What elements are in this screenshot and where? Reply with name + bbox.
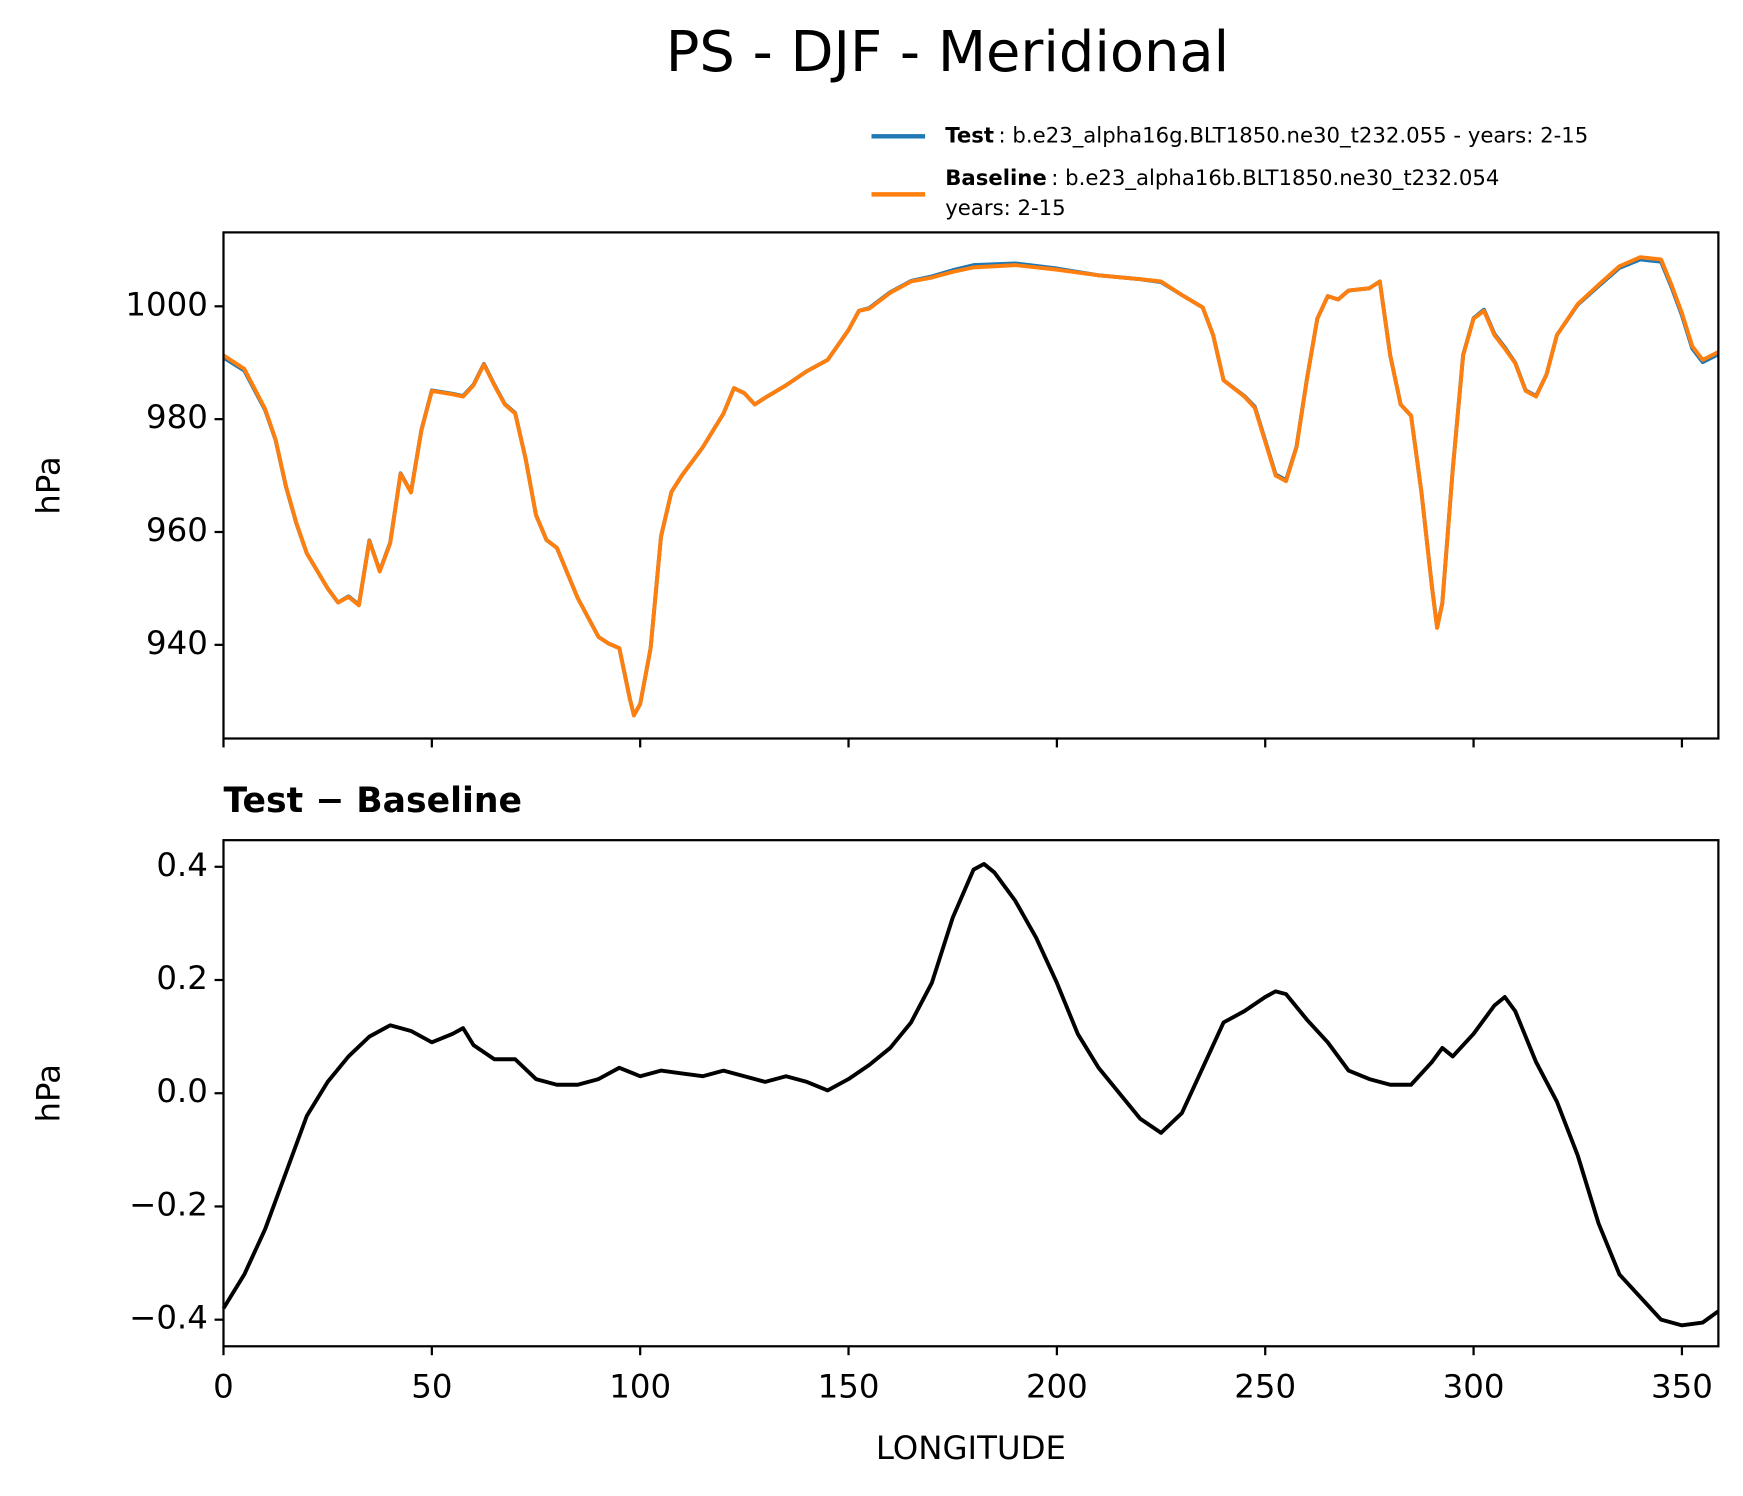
y-tick-label: −0.4 [129,1299,208,1337]
x-tick-label: 300 [1443,1368,1505,1406]
y-tick-label: 980 [146,398,208,436]
legend-description: : b.e23_alpha16g.BLT1850.ne30_t232.055 -… [999,123,1589,148]
x-tick-label: 250 [1234,1368,1296,1406]
data-line [222,257,1720,718]
x-tick-label: 0 [213,1368,234,1406]
y-tick-label: 0.2 [156,959,208,997]
x-tick-label: 350 [1651,1368,1713,1406]
data-line [221,861,1720,1328]
axes-frame [222,231,1720,740]
y-tick-label: 960 [146,511,208,549]
y-tick-label: 0.4 [156,846,208,884]
x-tick-label: 150 [818,1368,880,1406]
data-line [222,255,1720,718]
y-axis-label: hPa [29,456,67,514]
legend-label: Baseline: b.e23_alpha16b.BLT1850.ne30_t2… [945,166,1499,191]
x-tick-label: 50 [411,1368,452,1406]
legend-description: years: 2-15 [945,196,1065,221]
axes-frame [222,839,1720,1348]
legend-description: : b.e23_alpha16b.BLT1850.ne30_t232.054 [1051,166,1499,191]
y-tick-label: 0.0 [156,1072,208,1110]
x-axis-label: LONGITUDE [876,1429,1066,1467]
legend-label: Test: b.e23_alpha16g.BLT1850.ne30_t232.0… [945,123,1588,148]
x-tick-label: 200 [1026,1368,1088,1406]
figure-title: PS - DJF - Meridional [666,20,1229,85]
axes-title: Test − Baseline [223,781,522,821]
y-axis-label: hPa [29,1064,67,1122]
legend-name: Test [945,123,994,148]
y-tick-label: 940 [146,624,208,662]
y-tick-label: 1000 [125,285,207,323]
y-tick-label: −0.2 [129,1185,208,1223]
legend-name: Baseline [945,166,1047,191]
x-tick-label: 100 [609,1368,671,1406]
